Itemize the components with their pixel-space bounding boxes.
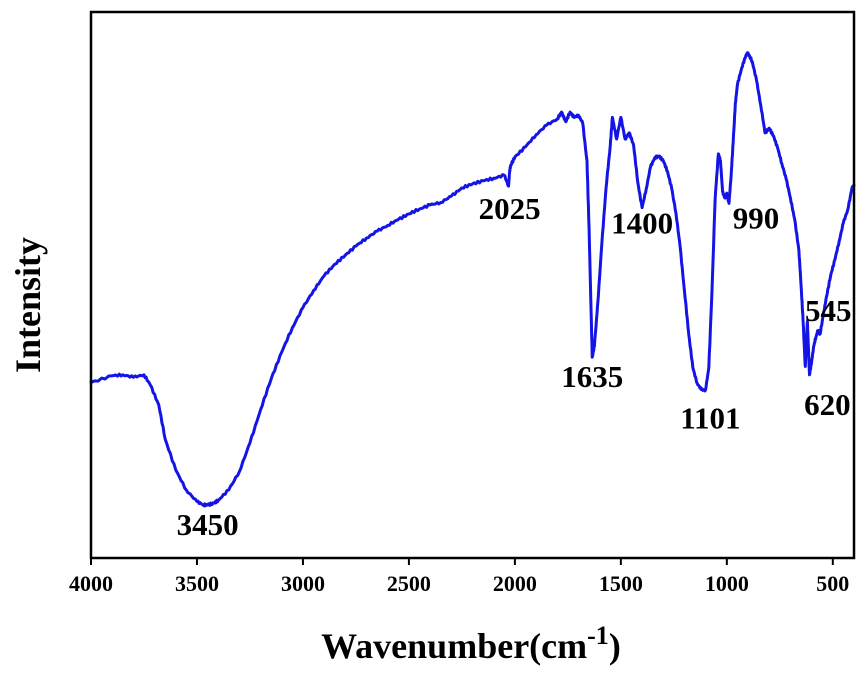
x-axis-title-superscript: -1 [587, 621, 609, 650]
peak-label: 1101 [680, 400, 740, 435]
x-axis-title-main: Wavenumber(cm [321, 626, 587, 666]
peak-label: 3450 [177, 507, 239, 542]
peak-label: 545 [805, 293, 852, 328]
x-tick-label: 3500 [175, 571, 219, 596]
peak-label: 2025 [479, 191, 541, 226]
x-tick-label: 1000 [705, 571, 749, 596]
x-axis-tick-labels: 4000 3500 3000 2500 2000 1500 1000 500 [69, 571, 849, 596]
peak-label: 620 [804, 387, 851, 422]
peak-labels: 3450 2025 1635 1400 1101 990 620 545 [177, 191, 852, 542]
x-tick-label: 2000 [493, 571, 537, 596]
x-tick-label: 2500 [387, 571, 431, 596]
x-axis-title-close: ) [609, 626, 621, 666]
x-tick-label: 500 [816, 571, 849, 596]
peak-label: 1635 [561, 359, 623, 394]
peak-label: 990 [733, 200, 780, 235]
spectrum-line [89, 51, 856, 508]
x-tick-label: 1500 [599, 571, 643, 596]
peak-label: 1400 [611, 206, 673, 241]
x-tick-label: 3000 [281, 571, 325, 596]
x-axis-title: Wavenumber(cm-1) [321, 621, 621, 666]
y-axis-title: Intensity [8, 237, 48, 373]
x-tick-label: 4000 [69, 571, 113, 596]
plot-frame [89, 10, 856, 560]
